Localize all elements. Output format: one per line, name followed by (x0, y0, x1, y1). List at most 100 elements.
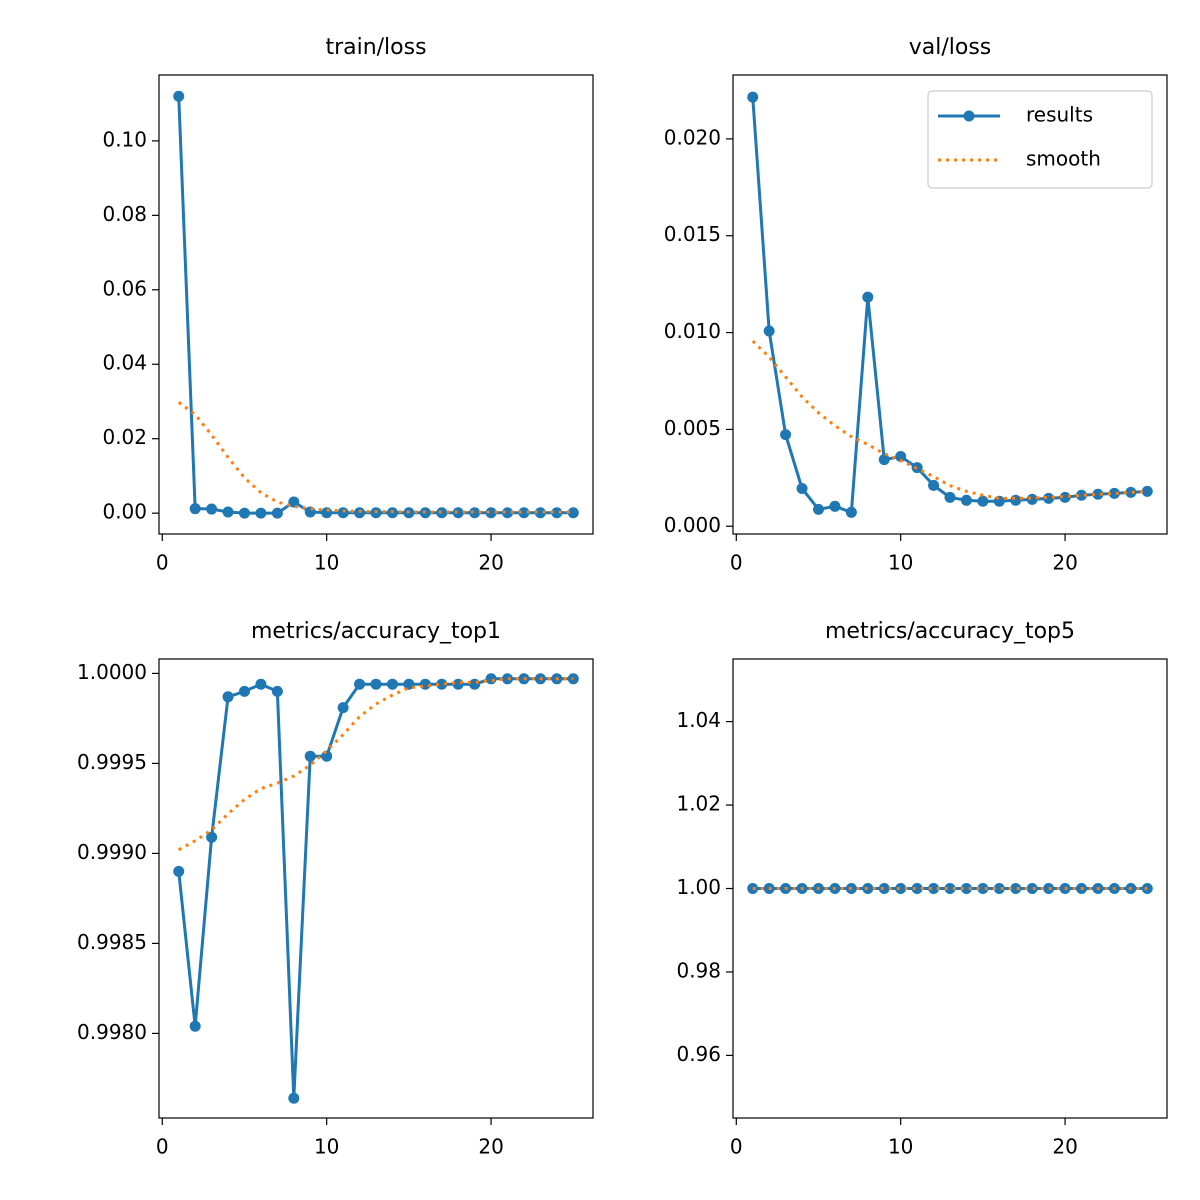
point (960, 494, 972, 506)
y-tick-label: 0.015 (664, 222, 721, 246)
point (928, 883, 940, 894)
axes-frame (158, 658, 594, 1119)
x-tick-label: 20 (1052, 1135, 1077, 1159)
point (288, 1092, 300, 1104)
point (829, 500, 841, 512)
point (534, 507, 546, 519)
point (271, 507, 283, 519)
x-tick-label: 0 (156, 1135, 169, 1159)
axes-frame (732, 658, 1168, 1119)
point (206, 831, 218, 843)
y-tick-label: 0.04 (102, 351, 147, 375)
y-tick-label: 0.010 (664, 319, 721, 343)
point (189, 1020, 201, 1032)
point (222, 691, 234, 703)
x-tick-label: 20 (478, 551, 503, 575)
point (763, 325, 775, 337)
y-tick-label: 0.9980 (77, 1020, 147, 1044)
point (469, 507, 481, 519)
point (403, 678, 415, 690)
point (337, 702, 349, 714)
y-tick-label: 0.9985 (77, 930, 147, 954)
point (911, 883, 923, 894)
point (304, 750, 316, 762)
y-tick-label: 0.005 (664, 416, 721, 440)
point (370, 678, 382, 690)
point (502, 673, 514, 685)
point (796, 482, 808, 494)
subplot: metrics/accuracy_top1 0 10 20 0.9980 0.9985 0.… (77, 619, 594, 1159)
y-tick-label: 1.02 (676, 792, 721, 816)
point (1010, 494, 1022, 506)
y-tick-label: 0.02 (102, 425, 147, 449)
x-tick-label: 0 (730, 1135, 743, 1159)
point (337, 507, 349, 519)
y-tick-label: 0.020 (664, 125, 721, 149)
y-tick-label: 0.08 (102, 202, 147, 226)
point (551, 507, 563, 519)
point (518, 507, 530, 519)
point (1108, 487, 1120, 499)
legend-marker (963, 110, 975, 122)
point (944, 491, 956, 503)
point (255, 507, 267, 519)
point (386, 678, 398, 690)
point (895, 451, 907, 463)
point (1125, 486, 1137, 498)
y-tick-label: 1.00 (676, 875, 721, 899)
series-line (178, 677, 574, 852)
point (780, 429, 792, 441)
point (1141, 485, 1153, 497)
point (928, 479, 940, 491)
point (485, 507, 497, 519)
point (255, 678, 267, 690)
point (189, 503, 201, 515)
point (1043, 492, 1055, 504)
y-tick-label: 0.98 (676, 958, 721, 982)
point (173, 865, 185, 877)
x-tick-label: 20 (478, 1135, 503, 1159)
point (321, 507, 333, 519)
point (321, 750, 333, 762)
y-tick-label: 0.00 (102, 500, 147, 524)
x-tick-label: 0 (730, 551, 743, 575)
subplot: metrics/accuracy_top5 0 10 20 0.96 0.98 1.00 1.… (676, 619, 1168, 1159)
y-tick-label: 0.96 (676, 1042, 721, 1066)
legend-label: smooth (1026, 147, 1101, 171)
point (960, 883, 972, 894)
subplot-title: train/loss (325, 35, 426, 60)
point (895, 883, 907, 894)
point (452, 507, 464, 519)
point (977, 883, 989, 894)
point (862, 883, 874, 894)
point (173, 90, 185, 102)
point (238, 685, 250, 697)
point (502, 507, 514, 519)
x-tick-label: 0 (156, 551, 169, 575)
axes-frame (158, 74, 594, 535)
point (993, 495, 1005, 507)
point (288, 496, 300, 508)
subplot: train/loss 0 10 20 0.00 0.02 0.04 0.06 0.08 0.10 (102, 35, 594, 575)
legend-label: results (1026, 103, 1093, 127)
point (222, 506, 234, 518)
series-line (177, 401, 574, 514)
subplot: val/loss 0 10 20 0.000 0.005 0.010 0.015 0.020 re… (664, 35, 1168, 575)
series-line (177, 96, 574, 515)
point (977, 495, 989, 507)
point (238, 507, 250, 519)
point (1043, 883, 1055, 894)
x-tick-label: 10 (314, 1135, 339, 1159)
y-tick-label: 1.0000 (77, 660, 147, 684)
point (271, 685, 283, 697)
point (436, 678, 448, 690)
point (206, 503, 218, 515)
point (812, 503, 824, 515)
y-tick-label: 0.000 (664, 513, 721, 537)
y-tick-label: 0.9990 (77, 840, 147, 864)
series-line (751, 340, 1148, 500)
point (469, 678, 481, 690)
point (878, 883, 890, 894)
point (845, 506, 857, 518)
point (878, 454, 890, 466)
